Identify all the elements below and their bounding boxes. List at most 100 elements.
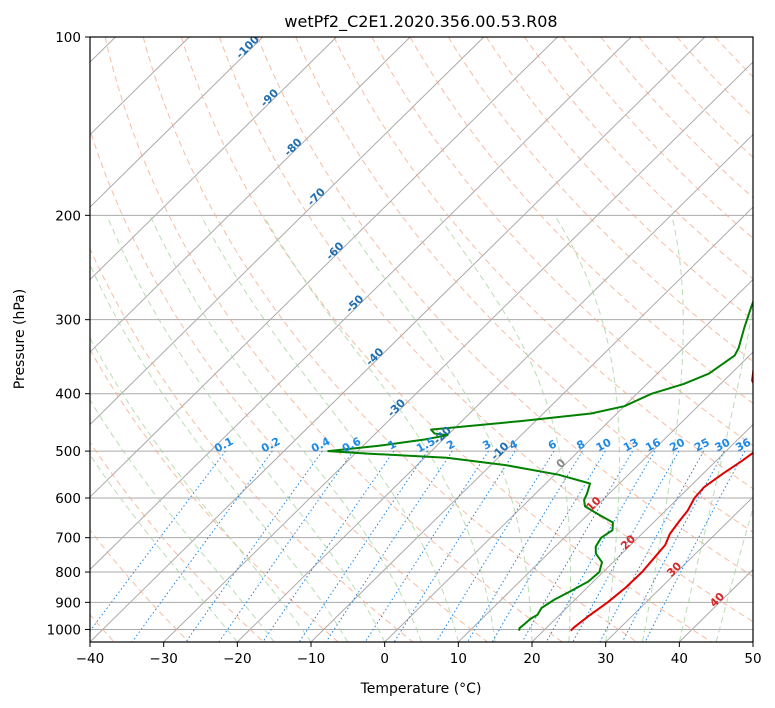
mixing-ratio-line <box>218 450 354 642</box>
y-tick-label: 300 <box>55 313 81 329</box>
mixing-ratio-line <box>644 450 746 642</box>
mixing-ratio-line <box>435 450 555 642</box>
dry-adiabat-line <box>180 37 712 642</box>
x-tick-label: 0 <box>380 651 389 667</box>
axes: −40 −30 −20 −10 0 10 20 30 40 50 100 200 300 400 500 60… <box>47 30 762 667</box>
isotherm-line <box>90 37 632 571</box>
y-tick-label: 700 <box>55 531 81 547</box>
dry-adiabat-line <box>524 37 753 280</box>
mixing-ratio-line <box>393 450 516 642</box>
isotherm-label: -50 <box>343 292 366 315</box>
x-tick-label: 10 <box>450 651 467 667</box>
x-tick-label: −30 <box>149 651 178 667</box>
mixing-ratio-line <box>325 450 453 642</box>
isotherm-label: 20 <box>618 532 638 552</box>
mixing-ratio-label: 25 <box>692 436 712 455</box>
moist-adiabat-line <box>437 215 571 642</box>
dry-adiabat-line <box>600 37 753 199</box>
x-tick-label: 30 <box>597 651 614 667</box>
dry-adiabat-line <box>219 37 753 623</box>
moist-adiabat-line <box>262 215 496 642</box>
mixing-ratio-label: 10 <box>594 436 614 455</box>
isotherm-line <box>90 37 558 498</box>
dry-adiabat-line <box>333 37 753 490</box>
mixing-ratio-line <box>185 450 323 642</box>
mixing-ratio-line <box>491 450 606 642</box>
isotherm-line <box>384 278 753 642</box>
mixing-ratio-label: 0.1 <box>212 435 235 456</box>
isotherm-line <box>752 641 753 642</box>
dry-adiabat-line <box>485 37 753 321</box>
dewpoint-profile-line <box>327 299 753 631</box>
dry-adiabat-line <box>752 37 753 38</box>
moist-adiabat-line <box>106 215 386 642</box>
mixing-ratio-line <box>599 450 705 642</box>
y-tick-label: 400 <box>55 387 81 403</box>
moist-adiabat-line <box>90 263 349 642</box>
moist-adiabat-line <box>642 215 684 642</box>
dry-adiabat-line <box>90 128 488 642</box>
y-axis-label: Pressure (hPa) <box>12 289 28 389</box>
x-tick-label: 20 <box>523 651 540 667</box>
mixing-ratio-line <box>621 450 725 642</box>
isotherm-line <box>90 37 337 281</box>
x-tick-label: −40 <box>76 651 105 667</box>
dry-adiabat-line <box>142 37 638 642</box>
y-tick-label: 100 <box>55 30 81 46</box>
x-tick-label: −10 <box>297 651 326 667</box>
isotherm-line <box>605 496 753 642</box>
dry-adiabat-line <box>295 37 753 533</box>
y-tick-label: 800 <box>55 565 81 581</box>
isotherm-line <box>236 133 753 642</box>
moist-adiabat-line <box>715 506 753 642</box>
mixing-ratio-line <box>545 450 656 642</box>
mixing-ratio-label: 13 <box>621 436 641 455</box>
dry-adiabat-line <box>257 37 753 578</box>
isotherm-line <box>163 61 753 642</box>
dry-adiabat-line <box>90 247 414 642</box>
mixing-ratio-label: 20 <box>667 436 687 455</box>
mixing-ratio-line <box>572 450 680 642</box>
plot-frame <box>89 36 754 643</box>
isotherm-line <box>310 206 753 642</box>
moist-adiabat-line <box>340 215 533 642</box>
moist-adiabat-line <box>200 215 459 642</box>
isotherm-line <box>90 37 706 642</box>
y-tick-label: 200 <box>55 208 81 224</box>
isotherm-label: 40 <box>707 590 727 610</box>
mixing-ratio-label: 16 <box>643 436 663 455</box>
isotherm-label: -40 <box>363 345 386 368</box>
moist-adiabat-line <box>554 215 620 642</box>
dry-adiabat-line <box>90 529 190 642</box>
y-tick-label: 1000 <box>47 622 81 638</box>
isotherm-line <box>90 37 264 208</box>
dry-adiabat-line <box>447 37 753 363</box>
chart-title: wetPf2_C2E1.2020.356.00.53.R08 <box>284 12 557 32</box>
isotherm-label: -90 <box>258 86 281 109</box>
isotherm-line <box>90 37 190 136</box>
x-tick-label: −20 <box>223 651 252 667</box>
mixing-ratio-label: 30 <box>713 436 733 455</box>
line-labels: 0.1 0.2 0.4 0.6 1 1.5 2 3 4 6 8 10 13 16 20 25 30 36-100-… <box>212 37 753 610</box>
moist-adiabat-line <box>149 215 422 642</box>
isotherm-line <box>531 423 753 642</box>
isotherm-line <box>678 568 753 642</box>
temperature-profile-line <box>570 366 753 632</box>
isotherm-line <box>90 37 485 426</box>
x-tick-label: 50 <box>744 651 761 667</box>
isotherm-label: -70 <box>305 185 328 208</box>
x-axis-label: Temperature (°C) <box>360 681 482 697</box>
isotherm-label: -80 <box>281 135 304 158</box>
dry-adiabat-line <box>562 37 753 239</box>
mixing-ratio-line <box>467 450 583 642</box>
dry-adiabat-line <box>104 37 563 642</box>
isotherm-label: 30 <box>664 559 684 579</box>
background-lines <box>90 37 753 642</box>
mixing-ratio-label: 0.4 <box>309 435 333 456</box>
dry-adiabat-line <box>409 37 753 404</box>
y-tick-label: 600 <box>55 491 81 507</box>
dry-adiabat-line <box>90 348 339 642</box>
mixing-ratio-line <box>364 450 489 642</box>
y-tick-label: 500 <box>55 444 81 460</box>
